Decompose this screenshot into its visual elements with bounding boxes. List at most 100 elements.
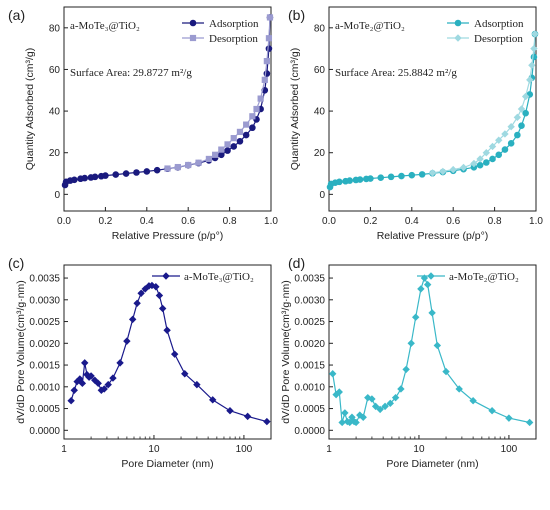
- data-point: [104, 380, 112, 389]
- data-point: [526, 76, 534, 84]
- data-point: [411, 313, 420, 321]
- data-point: [517, 105, 526, 113]
- data-point: [71, 176, 78, 184]
- panel-label: (b): [288, 7, 305, 23]
- y-tick-label: 0: [54, 190, 60, 201]
- data-point: [67, 397, 75, 405]
- data-point: [338, 418, 346, 427]
- data-point: [518, 122, 525, 129]
- data-point: [212, 151, 219, 158]
- y-tick-label: 0.0000: [294, 426, 325, 437]
- data-point: [137, 289, 145, 297]
- legend-label: a-MoTe₂@TiO₂: [449, 271, 519, 283]
- data-point: [449, 165, 457, 174]
- x-axis-label: Pore Diameter (nm): [386, 458, 478, 470]
- data-point: [230, 143, 238, 150]
- data-point: [407, 339, 415, 348]
- y-tick-label: 0.0035: [29, 274, 60, 285]
- x-tick-label: 0.8: [223, 216, 237, 227]
- x-tick-label: 10: [148, 444, 160, 455]
- data-point: [193, 380, 201, 389]
- data-point: [501, 130, 509, 138]
- data-point: [488, 407, 496, 415]
- data-point: [174, 163, 181, 171]
- y-axis-label: Quantity Adsorbed (cm³/g): [24, 48, 36, 171]
- data-point: [397, 385, 405, 393]
- data-point: [387, 173, 395, 181]
- chart-panel-d: (d) 1 10 100 0.0000 0.0005 0.0010 0.0015 0.0020 0…: [280, 255, 537, 470]
- y-tick-label: 80: [49, 23, 61, 34]
- y-tick-label: 0.0025: [294, 317, 325, 328]
- data-point: [76, 375, 84, 383]
- data-point: [70, 386, 78, 394]
- y-tick-label: 0: [319, 190, 325, 201]
- data-point: [263, 58, 270, 65]
- data-point: [352, 418, 360, 427]
- panel-label: (c): [8, 255, 24, 271]
- data-point: [218, 151, 225, 159]
- data-point: [335, 388, 343, 396]
- legend-label: Adsorption: [209, 18, 259, 30]
- y-tick-label: 0.0020: [29, 339, 60, 350]
- data-point: [164, 165, 171, 172]
- data-point: [531, 30, 539, 38]
- y-tick-label: 0.0030: [294, 295, 325, 306]
- data-point: [530, 44, 538, 53]
- data-point: [408, 171, 416, 179]
- data-point: [501, 146, 509, 153]
- data-point: [469, 397, 477, 405]
- data-point: [521, 92, 530, 101]
- x-tick-label: 0.0: [57, 216, 71, 227]
- chart-panel-a: (a) 0.0 0.2 0.4 0.6 0.8 1.0 0 20 40 60 80 Relative P…: [8, 6, 278, 242]
- data-point: [170, 350, 179, 358]
- data-point: [158, 304, 167, 313]
- sample-label: a-MoTe₃@TiO₂: [70, 20, 140, 32]
- data-point: [257, 95, 264, 102]
- data-point: [266, 14, 274, 21]
- surface-area-note: Surface Area: 29.8727 m²/g: [70, 67, 192, 79]
- data-point: [128, 315, 137, 324]
- data-point: [133, 299, 141, 307]
- plot-frame: [328, 6, 537, 212]
- legend-label: Desorption: [209, 33, 258, 45]
- series-0: [329, 274, 534, 427]
- data-point: [224, 141, 231, 148]
- data-point: [495, 151, 503, 159]
- y-tick-label: 40: [49, 107, 61, 118]
- y-tick-label: 0.0015: [294, 361, 325, 372]
- y-tick-label: 0.0005: [294, 404, 325, 415]
- data-point: [356, 176, 364, 183]
- series-line: [332, 276, 530, 424]
- data-point: [242, 131, 250, 139]
- plot-frame: [328, 264, 537, 440]
- data-point: [236, 128, 244, 135]
- series-0: [326, 30, 539, 191]
- data-point: [195, 159, 202, 166]
- data-point: [100, 385, 108, 393]
- data-point: [243, 121, 250, 128]
- panel-label: (d): [288, 255, 305, 271]
- x-tick-label: 100: [236, 444, 253, 455]
- y-tick-label: 20: [314, 148, 326, 159]
- x-tick-label: 0.2: [98, 216, 112, 227]
- data-point: [218, 146, 225, 153]
- data-point: [423, 280, 432, 289]
- data-point: [470, 159, 478, 168]
- data-point: [368, 395, 376, 403]
- data-point: [261, 76, 268, 83]
- y-tick-label: 0.0000: [29, 426, 60, 437]
- data-point: [455, 385, 463, 393]
- plot-frame: [63, 6, 272, 212]
- data-point: [336, 178, 343, 186]
- data-point: [376, 405, 384, 414]
- y-tick-label: 0.0030: [29, 295, 60, 306]
- legend-marker: [162, 272, 170, 280]
- data-point: [359, 413, 367, 421]
- data-point: [143, 168, 151, 175]
- data-point: [428, 169, 437, 177]
- data-point: [381, 402, 389, 411]
- data-point: [230, 135, 237, 142]
- data-point: [483, 159, 490, 166]
- x-axis-label: Pore Diameter (nm): [121, 458, 213, 470]
